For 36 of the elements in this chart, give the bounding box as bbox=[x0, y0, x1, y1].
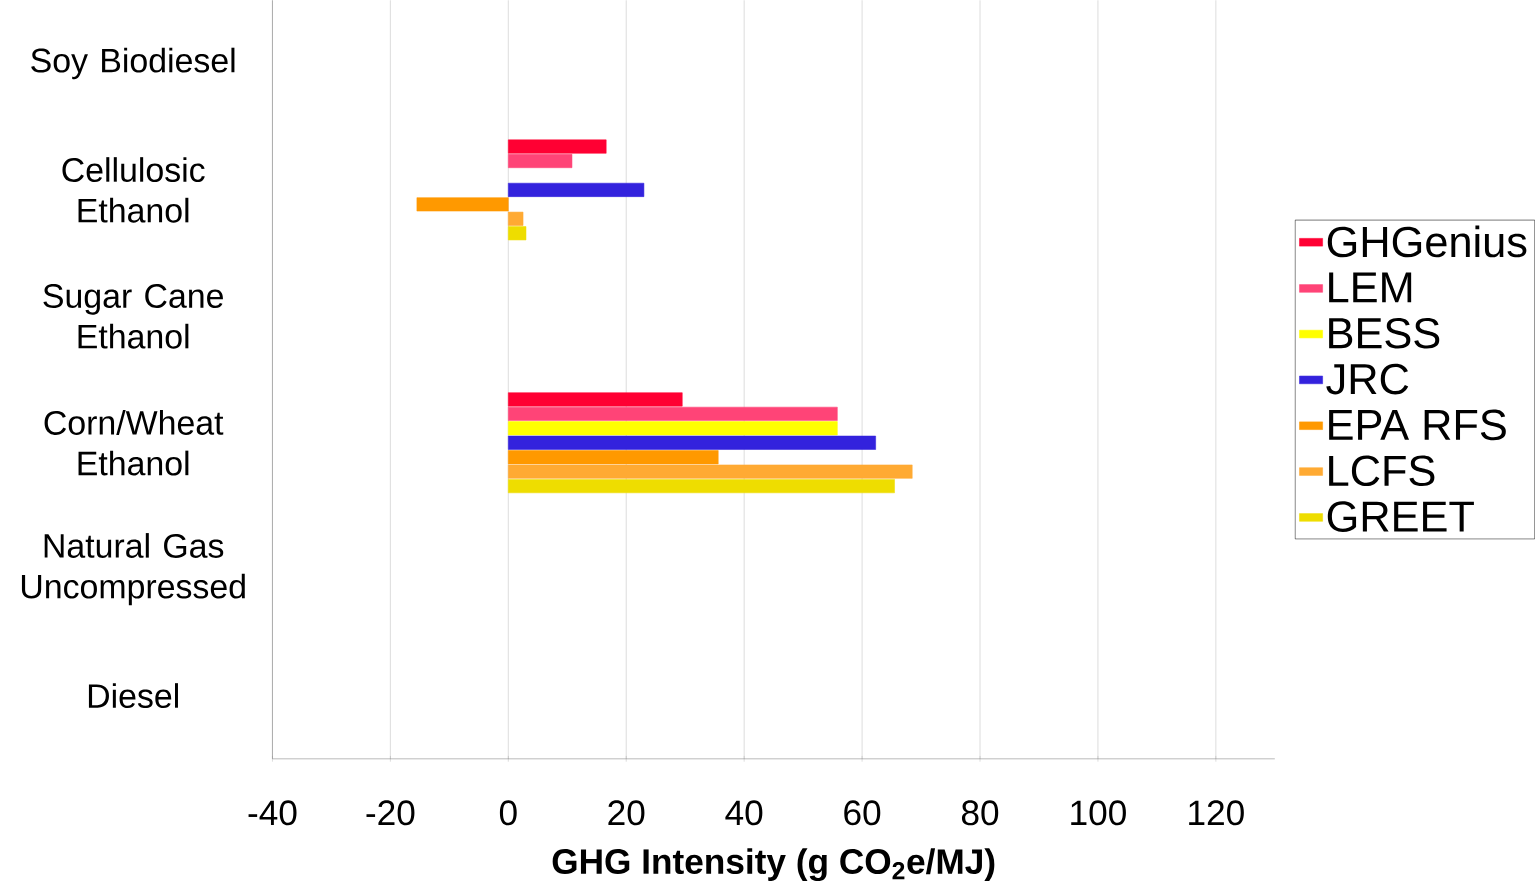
x-tick-label: 40 bbox=[725, 800, 763, 826]
legend-label: GREET bbox=[1327, 501, 1474, 533]
bar bbox=[416, 197, 509, 212]
bar bbox=[508, 226, 527, 241]
x-tick-label: -40 bbox=[248, 800, 297, 826]
bar bbox=[508, 154, 573, 169]
x-tick-label: 20 bbox=[608, 800, 645, 826]
legend-label: GHGenius bbox=[1327, 225, 1527, 258]
x-tick-label: 100 bbox=[1071, 800, 1126, 826]
bar bbox=[508, 212, 524, 226]
x-tick-label: 80 bbox=[961, 800, 999, 826]
bar bbox=[508, 464, 913, 479]
bar bbox=[508, 435, 876, 450]
legend-label: JRC bbox=[1326, 363, 1409, 395]
bar bbox=[508, 407, 838, 422]
y-tick-label: Soy Biodiesel bbox=[31, 47, 235, 80]
text: GHG Intensity (g CO$_{2}$e/MJ) bbox=[552, 848, 995, 882]
bar bbox=[508, 421, 838, 436]
y-tick-label: Natural Gas Uncompressed bbox=[21, 533, 245, 606]
y-tick-label: Corn/Wheat Ethanol bbox=[44, 410, 224, 476]
y-tick-label: Sugar Cane Ethanol bbox=[43, 284, 223, 349]
x-tick-label: 0 bbox=[499, 800, 517, 826]
bar bbox=[508, 392, 683, 407]
legend-label: BESS bbox=[1329, 318, 1440, 349]
bar bbox=[508, 450, 719, 465]
x-tick-label: -20 bbox=[366, 800, 415, 826]
legend-label: EPA RFS bbox=[1329, 409, 1506, 441]
x-tick-label: 120 bbox=[1189, 800, 1244, 826]
legend-label: LEM bbox=[1329, 272, 1412, 303]
bar bbox=[508, 479, 895, 494]
y-tick-label: Cellulosic Ethanol bbox=[62, 157, 205, 223]
bar bbox=[508, 183, 645, 198]
bar bbox=[508, 139, 607, 154]
x-tick-label: 60 bbox=[844, 800, 881, 826]
y-tick-label: Diesel bbox=[88, 683, 178, 709]
legend-label: LCFS bbox=[1329, 455, 1435, 487]
